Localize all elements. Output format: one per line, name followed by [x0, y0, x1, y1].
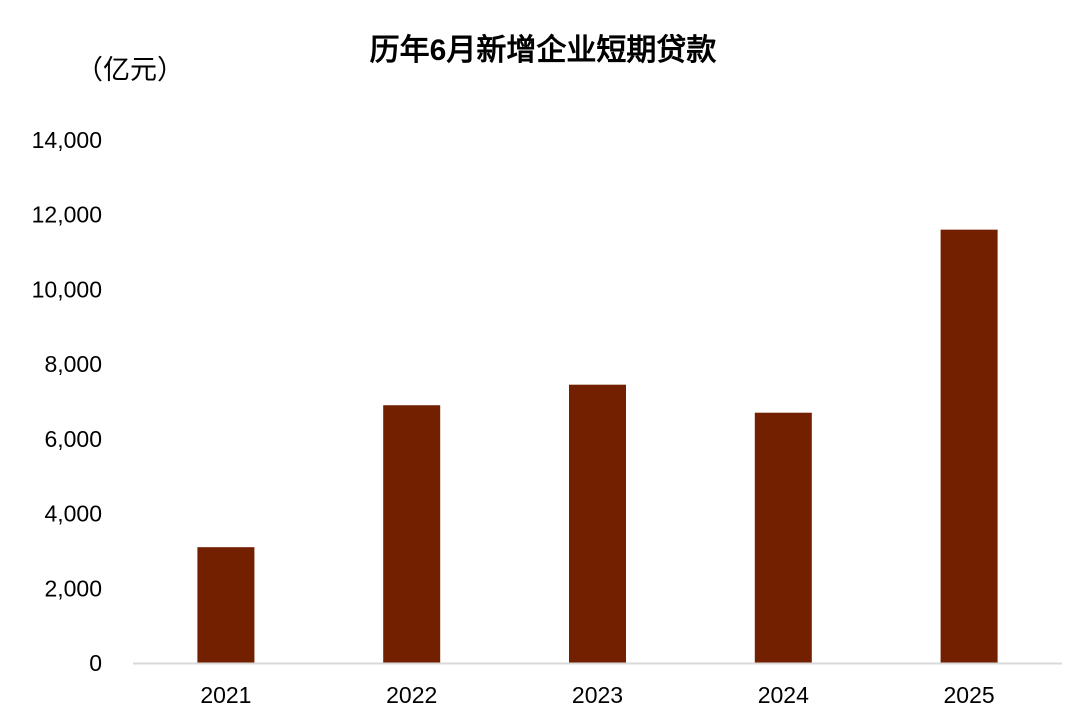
y-axis-unit-label: （亿元） — [76, 55, 184, 85]
y-tick-label: 4,000 — [44, 501, 102, 527]
bar-series — [197, 229, 998, 663]
x-tick-label: 2023 — [572, 682, 623, 708]
bar-2025 — [940, 229, 998, 663]
chart-title: 历年6月新增企业短期贷款 — [370, 33, 718, 67]
bar-2023 — [569, 384, 626, 663]
x-tick-label: 2024 — [758, 682, 809, 708]
y-tick-label: 2,000 — [44, 575, 102, 601]
bar-2024 — [754, 412, 812, 663]
x-tick-label: 2022 — [386, 682, 437, 708]
y-tick-label: 8,000 — [44, 351, 102, 377]
y-axis-ticks: 0 2,000 4,000 6,000 8,000 10,000 12,000 14,000 — [32, 127, 102, 676]
x-axis-ticks: 2021 2022 2023 2024 2025 — [200, 682, 994, 708]
y-tick-label: 14,000 — [32, 127, 102, 153]
bar-2022 — [383, 405, 441, 663]
y-tick-label: 12,000 — [32, 202, 102, 228]
y-tick-label: 0 — [89, 650, 102, 676]
x-tick-label: 2021 — [200, 682, 251, 708]
bar-2021 — [197, 547, 255, 663]
x-tick-label: 2025 — [944, 682, 995, 708]
y-tick-label: 6,000 — [44, 426, 102, 452]
y-tick-label: 10,000 — [32, 276, 102, 302]
